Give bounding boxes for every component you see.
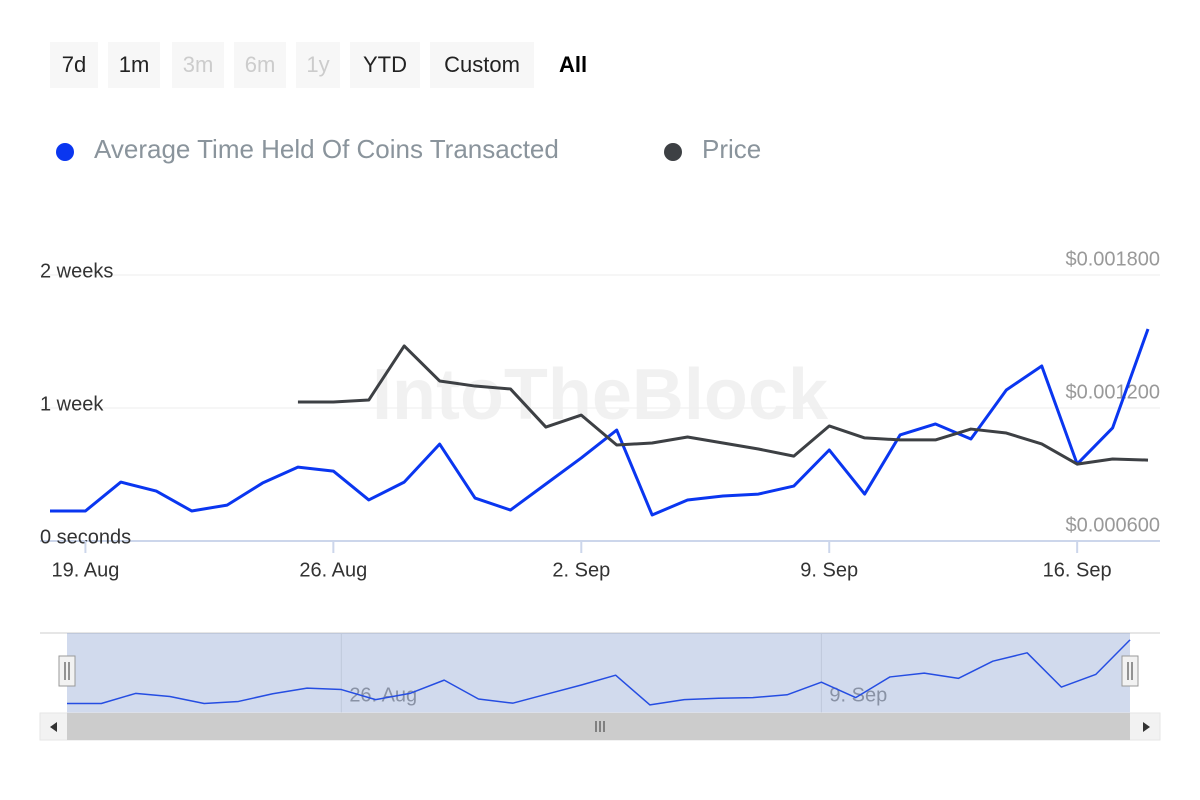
button-label: 6m bbox=[245, 52, 276, 77]
range-button[interactable]: Custom bbox=[430, 42, 534, 88]
range-button[interactable]: 1m bbox=[108, 42, 160, 88]
series-line bbox=[297, 344, 1149, 466]
y-tick-label: 2 weeks bbox=[40, 260, 113, 282]
y-tick-label: 0 seconds bbox=[40, 526, 131, 548]
button-label: 3m bbox=[183, 52, 214, 77]
button-bg bbox=[430, 42, 534, 88]
scroll-right[interactable] bbox=[1143, 722, 1150, 732]
y2-tick-label: $0.001200 bbox=[1065, 381, 1160, 403]
button-label: 7d bbox=[62, 52, 86, 77]
button-label: 1y bbox=[306, 52, 329, 77]
navigator-line bbox=[67, 639, 1131, 706]
x-tick-label: 19. Aug bbox=[51, 559, 119, 581]
button-bg bbox=[350, 42, 420, 88]
range-button[interactable]: 7d bbox=[50, 42, 98, 88]
legend-item[interactable]: Price bbox=[664, 134, 761, 164]
y2-tick-label: $0.001800 bbox=[1065, 248, 1160, 270]
legend-marker bbox=[664, 143, 682, 161]
navigator-tick-label: 26. Aug bbox=[349, 684, 417, 706]
navigator-bg bbox=[40, 633, 1160, 713]
y-tick-label: 1 week bbox=[40, 393, 104, 415]
navigator-mask bbox=[67, 633, 1130, 713]
legend-label: Average Time Held Of Coins Transacted bbox=[94, 134, 559, 164]
x-tick-label: 2. Sep bbox=[552, 559, 610, 581]
range-button[interactable]: YTD bbox=[350, 42, 420, 88]
button-label: 1m bbox=[119, 52, 150, 77]
navigator-handle[interactable] bbox=[58, 655, 76, 687]
x-tick-label: 26. Aug bbox=[299, 559, 367, 581]
y2-tick-label: $0.000600 bbox=[1065, 514, 1160, 536]
button-label: All bbox=[559, 52, 587, 77]
legend-label: Price bbox=[702, 134, 761, 164]
button-label: Custom bbox=[444, 52, 520, 77]
button-bg bbox=[172, 42, 224, 88]
series-line bbox=[50, 328, 1150, 517]
handle-body bbox=[58, 655, 76, 687]
button-bg bbox=[296, 42, 340, 88]
button-bg bbox=[50, 42, 98, 88]
watermark: IntoTheBlock bbox=[372, 355, 829, 435]
legend-marker bbox=[56, 143, 74, 161]
range-button: 1y bbox=[296, 42, 340, 88]
legend-item[interactable]: Average Time Held Of Coins Transacted bbox=[56, 134, 559, 164]
button-label: YTD bbox=[363, 52, 407, 77]
button-bg bbox=[234, 42, 286, 88]
scrollbar-thumb[interactable] bbox=[67, 713, 1130, 740]
x-tick-label: 16. Sep bbox=[1043, 559, 1112, 581]
range-button: 6m bbox=[234, 42, 286, 88]
handle-body bbox=[1121, 655, 1139, 687]
range-button[interactable]: All bbox=[559, 52, 587, 77]
range-button: 3m bbox=[172, 42, 224, 88]
button-bg bbox=[108, 42, 160, 88]
scroll-left[interactable] bbox=[50, 722, 57, 732]
x-tick-label: 9. Sep bbox=[800, 559, 858, 581]
navigator-handle[interactable] bbox=[1121, 655, 1139, 687]
